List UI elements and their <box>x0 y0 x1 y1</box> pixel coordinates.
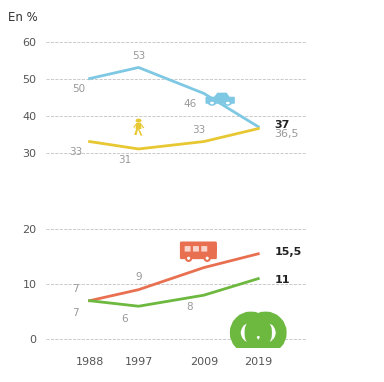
Circle shape <box>208 100 216 106</box>
Circle shape <box>187 257 190 260</box>
Circle shape <box>264 332 267 334</box>
Circle shape <box>185 254 192 262</box>
Polygon shape <box>136 123 141 129</box>
FancyBboxPatch shape <box>185 246 190 252</box>
Circle shape <box>206 257 209 260</box>
FancyBboxPatch shape <box>180 241 217 259</box>
Polygon shape <box>257 322 261 326</box>
Text: 31: 31 <box>118 155 131 165</box>
Text: 11: 11 <box>275 275 290 285</box>
Circle shape <box>250 332 252 334</box>
Polygon shape <box>138 129 142 136</box>
Text: 15,5: 15,5 <box>275 247 302 257</box>
FancyBboxPatch shape <box>205 97 235 104</box>
Text: 7: 7 <box>73 284 79 295</box>
Text: 8: 8 <box>187 303 193 312</box>
Polygon shape <box>133 124 137 128</box>
Circle shape <box>224 100 232 106</box>
Polygon shape <box>213 244 217 253</box>
Text: En %: En % <box>8 11 37 24</box>
Text: 9: 9 <box>135 272 142 282</box>
FancyBboxPatch shape <box>201 246 207 252</box>
Text: 13: 13 <box>197 250 210 260</box>
Text: 50: 50 <box>72 84 85 94</box>
Circle shape <box>210 102 214 104</box>
Circle shape <box>226 102 230 104</box>
Text: 46: 46 <box>183 99 197 109</box>
Polygon shape <box>214 93 230 97</box>
Polygon shape <box>141 124 144 128</box>
Text: 33: 33 <box>192 125 205 135</box>
Text: 36,5: 36,5 <box>275 129 299 139</box>
Circle shape <box>204 254 211 262</box>
Circle shape <box>136 119 141 123</box>
Text: 7: 7 <box>73 308 79 318</box>
Text: 37: 37 <box>275 120 290 130</box>
FancyBboxPatch shape <box>193 246 199 252</box>
Text: 6: 6 <box>121 314 128 324</box>
Text: 33: 33 <box>69 147 82 157</box>
Polygon shape <box>134 129 138 135</box>
Text: 53: 53 <box>132 51 145 61</box>
Circle shape <box>258 318 262 322</box>
